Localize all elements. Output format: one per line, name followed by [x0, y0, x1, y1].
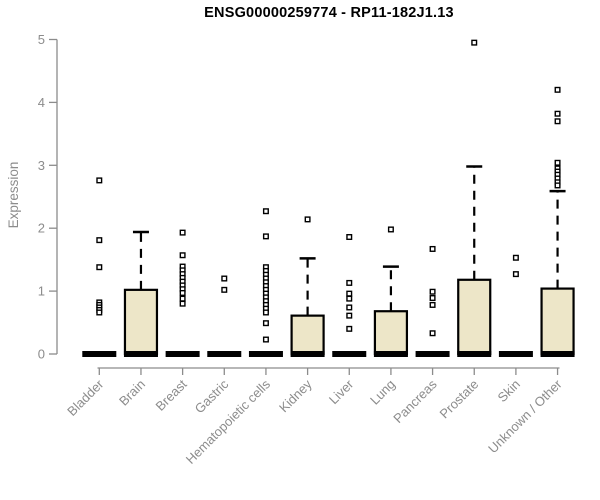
outlier-point: [471, 39, 478, 46]
x-tick-label: Unknown / Other: [485, 376, 565, 456]
outlier-point: [429, 301, 436, 308]
median-line: [82, 351, 117, 357]
outlier-point: [429, 288, 436, 295]
y-tick-label: 4: [38, 95, 45, 110]
x-tick-label: Pancreas: [390, 376, 440, 426]
median-line: [332, 351, 367, 357]
outlier-point: [179, 252, 186, 259]
y-tick-label: 2: [38, 221, 45, 236]
outlier-point: [429, 245, 436, 252]
x-tick-label: Bladder: [64, 376, 107, 419]
median-line: [498, 351, 533, 357]
x-tick-label: Brain: [116, 377, 148, 409]
outlier-point: [554, 118, 561, 125]
outlier-point: [346, 290, 353, 297]
x-tick-label: Kidney: [276, 376, 315, 415]
outlier-point: [96, 237, 103, 244]
outlier-point: [346, 312, 353, 319]
outlier-point: [346, 279, 353, 286]
outlier-point: [262, 233, 269, 240]
x-tick-label: Skin: [495, 377, 523, 405]
outlier-point: [512, 254, 519, 261]
y-tick-label: 1: [38, 284, 45, 299]
outlier-point: [262, 208, 269, 215]
outlier-point: [554, 86, 561, 93]
outlier-point: [429, 295, 436, 302]
box: [540, 287, 575, 356]
box: [457, 278, 492, 356]
y-tick-label: 5: [38, 32, 45, 47]
median-line: [457, 351, 492, 357]
median-line: [165, 351, 200, 357]
median-line: [290, 351, 325, 357]
x-tick-label: Lung: [367, 377, 398, 408]
x-tick-label: Prostate: [437, 377, 482, 422]
median-line: [123, 351, 158, 357]
x-tick-label: Breast: [153, 376, 190, 413]
median-line: [207, 351, 242, 357]
outlier-point: [554, 159, 561, 166]
box: [373, 310, 409, 356]
median-line: [248, 351, 283, 357]
outlier-point: [96, 264, 103, 271]
x-tick-label: Gastric: [192, 376, 232, 416]
median-line: [415, 351, 450, 357]
outlier-point: [346, 234, 353, 241]
outlier-point: [512, 271, 519, 278]
outlier-point: [179, 295, 186, 302]
outlier-point: [304, 216, 311, 223]
y-tick-label: 0: [38, 347, 45, 362]
outlier-point: [429, 330, 436, 337]
outlier-point: [96, 177, 103, 184]
chart-title: ENSG00000259774 - RP11-182J1.13: [204, 5, 454, 21]
outlier-point: [221, 286, 228, 293]
outlier-point: [554, 110, 561, 117]
outlier-point: [262, 309, 269, 316]
outlier-point: [96, 309, 103, 316]
outlier-point: [346, 304, 353, 311]
box: [123, 288, 159, 356]
outlier-point: [554, 182, 561, 189]
outlier-point: [346, 295, 353, 302]
outlier-point: [346, 325, 353, 332]
median-line: [373, 351, 408, 357]
y-tick-label: 3: [38, 158, 45, 173]
outlier-point: [262, 336, 269, 343]
outlier-point: [179, 300, 186, 307]
box: [290, 314, 325, 356]
outlier-point: [387, 226, 394, 233]
outlier-point: [179, 289, 186, 296]
outlier-point: [262, 320, 269, 327]
median-line: [540, 351, 575, 357]
outlier-point: [221, 275, 228, 282]
outlier-point: [179, 229, 186, 236]
x-tick-label: Liver: [326, 376, 357, 407]
